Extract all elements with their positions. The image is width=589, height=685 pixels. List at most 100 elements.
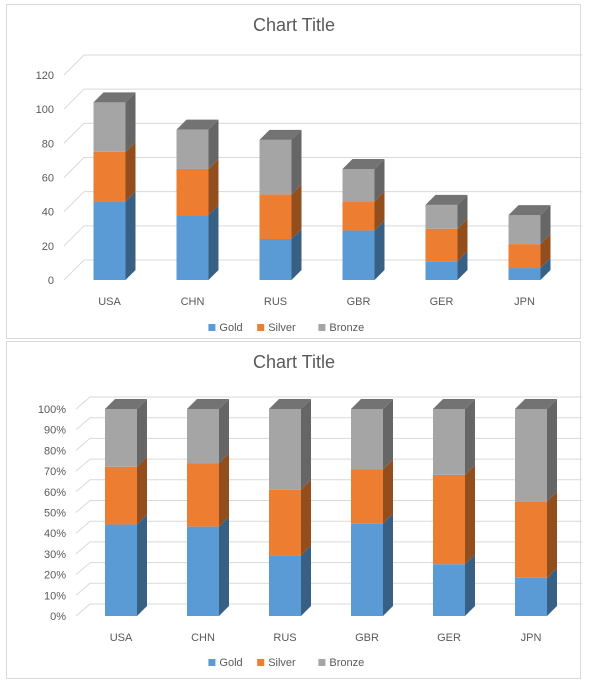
bar-front <box>259 194 292 239</box>
bar-side <box>137 514 147 616</box>
bar-side <box>125 92 136 152</box>
y-tick-label: 30% <box>44 549 66 561</box>
bar-top <box>269 399 311 409</box>
bar-bronze-ger[interactable] <box>433 399 475 475</box>
bar-bronze-chn[interactable] <box>187 399 229 464</box>
bar-gold-jpn[interactable] <box>508 258 551 280</box>
y-tick-label: 0 <box>48 275 54 287</box>
bar-bronze-rus[interactable] <box>269 399 311 490</box>
x-tick-label: RUS <box>273 632 296 644</box>
y-tick-label: 100% <box>38 404 66 416</box>
y-tick-label: 80% <box>44 445 66 457</box>
bar-gold-usa[interactable] <box>105 514 147 616</box>
bar-gold-gbr[interactable] <box>342 220 385 280</box>
bar-top <box>187 399 229 409</box>
bar-side <box>125 191 136 280</box>
y-tick-label: 20% <box>44 570 66 582</box>
bar-bronze-jpn[interactable] <box>508 205 551 245</box>
gridline-depth <box>75 438 91 451</box>
bar-side <box>219 516 229 616</box>
bar-front <box>425 261 458 280</box>
y-tick-label: 70% <box>44 466 66 478</box>
bar-gold-jpn[interactable] <box>515 567 557 616</box>
bar-side <box>383 459 393 524</box>
bar-front <box>433 409 465 475</box>
bar-side <box>457 218 468 262</box>
bar-bronze-gbr[interactable] <box>342 158 385 202</box>
bar-gold-rus[interactable] <box>269 545 311 616</box>
gridline-depth <box>75 500 91 513</box>
bar-front <box>508 268 541 280</box>
legend-label-silver: Silver <box>268 657 296 669</box>
bar-front <box>425 204 458 229</box>
bar-gold-usa[interactable] <box>93 191 136 280</box>
bar-front <box>508 215 541 245</box>
bar-front <box>425 228 458 262</box>
gridline-depth <box>63 191 85 213</box>
bar-front <box>187 409 219 464</box>
bar-side <box>383 513 393 616</box>
y-tick-label: 40 <box>42 207 54 219</box>
bar-silver-rus[interactable] <box>259 184 302 239</box>
bar-side <box>208 205 219 280</box>
legend-label-gold: Gold <box>219 322 242 334</box>
gridline-depth <box>63 88 85 110</box>
bar-side <box>457 251 468 280</box>
bar-front <box>176 215 209 280</box>
y-tick-label: 60% <box>44 487 66 499</box>
x-tick-label: GBR <box>355 632 379 644</box>
bar-front <box>93 151 126 202</box>
bar-side <box>465 554 475 616</box>
bar-silver-usa[interactable] <box>93 141 136 202</box>
bar-silver-rus[interactable] <box>269 479 311 556</box>
bar-bronze-jpn[interactable] <box>515 399 557 502</box>
bar-silver-ger[interactable] <box>433 464 475 565</box>
bar-gold-chn[interactable] <box>176 205 219 280</box>
bar-top <box>105 399 147 409</box>
gridline-depth <box>63 225 85 247</box>
bar-silver-jpn[interactable] <box>508 234 551 269</box>
bar-gold-ger[interactable] <box>433 554 475 616</box>
bar-gold-gbr[interactable] <box>351 513 393 616</box>
bar-side <box>465 399 475 475</box>
stacked-chart-panel[interactable]: Chart Title 0 20 40 60 80 100 120 USA CHN RUS GBR G… <box>6 4 582 339</box>
chart-title: Chart Title <box>253 15 335 35</box>
bar-side <box>291 229 302 280</box>
y-tick-label: 60 <box>42 173 54 185</box>
bar-bronze-usa[interactable] <box>105 399 147 467</box>
bar-top <box>342 158 385 169</box>
bar-front <box>342 168 375 202</box>
bar-front <box>187 526 219 616</box>
bar-silver-usa[interactable] <box>105 456 147 525</box>
bar-silver-chn[interactable] <box>187 453 229 527</box>
bar-side <box>547 567 557 616</box>
bar-bronze-rus[interactable] <box>259 129 302 195</box>
gridline-depth <box>63 259 85 281</box>
bar-gold-rus[interactable] <box>259 229 302 280</box>
bar-gold-ger[interactable] <box>425 251 468 280</box>
bar-bronze-usa[interactable] <box>93 92 136 152</box>
bar-side <box>301 479 311 556</box>
bar-silver-ger[interactable] <box>425 218 468 262</box>
percent-stacked-chart-panel[interactable]: Chart Title 0% 10% 20% 30% 40% 50% 60% 70% 80% 90… <box>6 341 582 679</box>
bar-silver-gbr[interactable] <box>342 191 385 231</box>
bar-side <box>301 545 311 616</box>
bar-front <box>259 239 292 280</box>
bar-silver-jpn[interactable] <box>515 491 557 578</box>
bar-side <box>540 205 551 245</box>
legend-swatch-silver <box>257 659 265 666</box>
bar-bronze-chn[interactable] <box>176 119 219 169</box>
bar-bronze-gbr[interactable] <box>351 399 393 470</box>
bar-silver-chn[interactable] <box>176 158 219 216</box>
legend: Gold Silver Bronze <box>208 657 364 669</box>
gridline-depth <box>63 122 85 144</box>
bar-front <box>351 409 383 470</box>
bar-side <box>208 119 219 169</box>
bar-side <box>547 399 557 502</box>
bar-bronze-ger[interactable] <box>425 194 468 229</box>
bar-front <box>105 466 137 525</box>
bar-silver-gbr[interactable] <box>351 459 393 524</box>
y-tick-label: 10% <box>44 590 66 602</box>
gridline-depth <box>63 157 85 178</box>
bar-gold-chn[interactable] <box>187 516 229 616</box>
